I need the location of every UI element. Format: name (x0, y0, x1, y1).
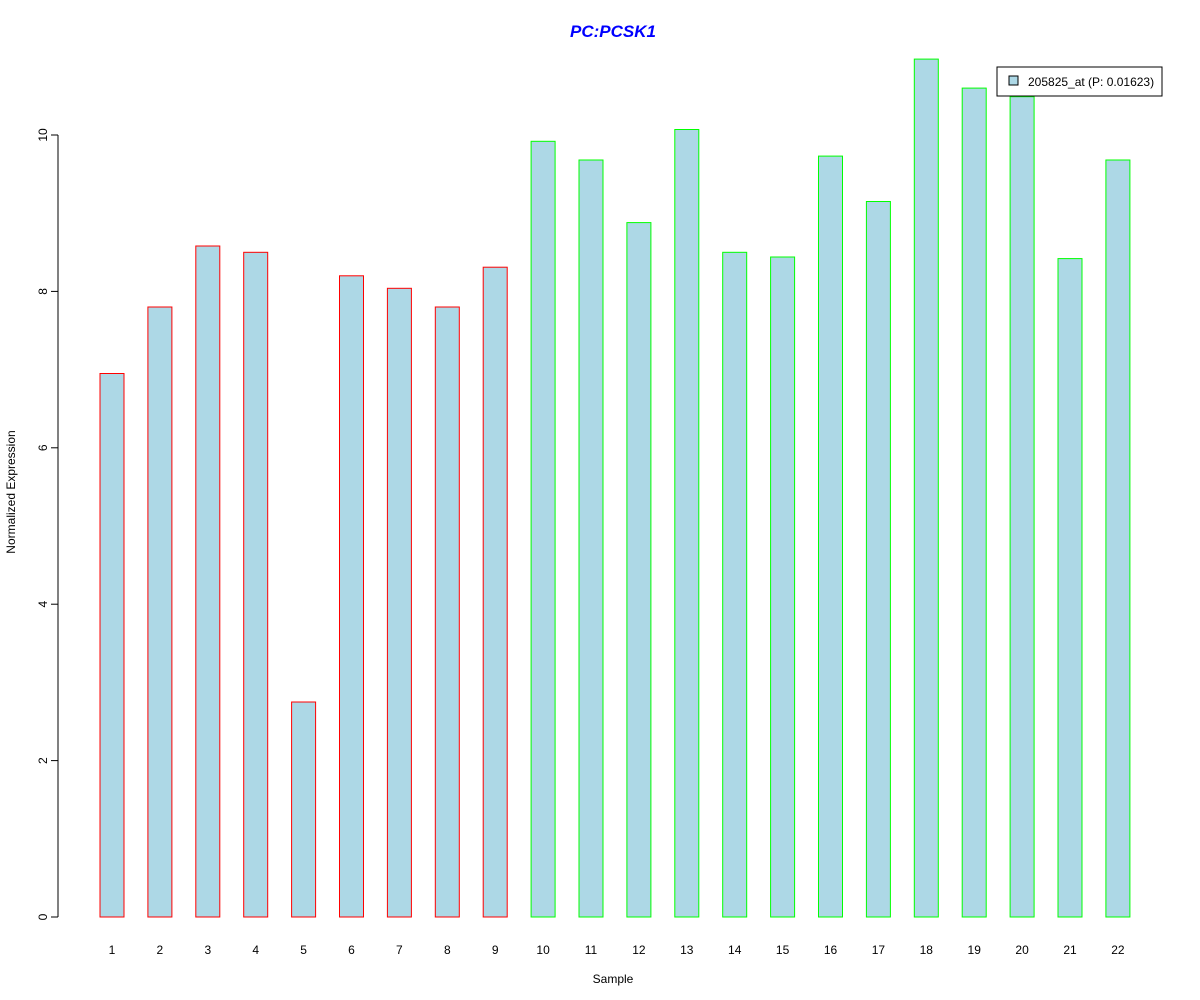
bar-sample-15 (770, 256, 796, 918)
bar-sample-4 (243, 251, 269, 918)
bar-sample-6 (339, 275, 364, 918)
legend-swatch (1008, 75, 1019, 86)
x-tick-label: 22 (1111, 943, 1125, 957)
bar-sample-14 (722, 251, 748, 918)
x-tick-label: 12 (632, 943, 646, 957)
x-tick-label: 16 (824, 943, 838, 957)
bar-sample-9 (482, 266, 508, 918)
bar-sample-20 (1009, 96, 1035, 918)
x-tick-label: 1 (109, 943, 116, 957)
chart-title: PC:PCSK1 (570, 22, 656, 41)
bar-sample-8 (434, 306, 460, 918)
y-tick-label: 2 (36, 757, 50, 764)
y-axis-label: Normalized Expression (4, 430, 18, 553)
bar-sample-13 (674, 129, 700, 918)
bar-sample-10 (530, 140, 556, 918)
bar-sample-2 (147, 306, 173, 918)
x-tick-label: 7 (396, 943, 403, 957)
bar-sample-21 (1057, 258, 1083, 918)
x-tick-label: 9 (492, 943, 499, 957)
bar-sample-19 (961, 87, 987, 918)
y-tick-label: 6 (36, 444, 50, 451)
bar-sample-3 (195, 245, 221, 918)
x-tick-label: 15 (776, 943, 790, 957)
bar-sample-1 (99, 373, 125, 918)
bar-sample-17 (865, 201, 891, 918)
x-tick-label: 5 (300, 943, 307, 957)
legend-entry-label: 205825_at (P: 0.01623) (1028, 75, 1154, 89)
x-tick-label: 18 (920, 943, 934, 957)
y-tick-label: 10 (36, 128, 50, 142)
x-tick-labels: 1 2 3 4 5 6 7 8 9 10 11 12 13 14 15 16 17 18 19 20 21 22 (109, 943, 1125, 957)
x-tick-label: 2 (157, 943, 164, 957)
bars-group (99, 58, 1131, 918)
x-tick-label: 20 (1015, 943, 1029, 957)
y-axis: 0 2 4 6 8 10 (36, 128, 59, 920)
x-tick-label: 19 (968, 943, 982, 957)
x-axis-label: Sample (593, 972, 634, 986)
legend: 205825_at (P: 0.01623) (996, 66, 1163, 97)
x-tick-label: 21 (1063, 943, 1077, 957)
x-tick-label: 13 (680, 943, 694, 957)
y-tick-label: 8 (36, 288, 50, 295)
y-tick-label: 0 (36, 913, 50, 920)
bar-sample-18 (913, 58, 939, 918)
bar-sample-5 (291, 701, 317, 918)
x-tick-label: 6 (348, 943, 355, 957)
x-tick-label: 10 (536, 943, 550, 957)
bar-sample-16 (818, 155, 843, 918)
y-tick-label: 4 (36, 601, 50, 608)
x-tick-label: 4 (252, 943, 259, 957)
x-tick-label: 17 (872, 943, 886, 957)
legend-box (996, 66, 1163, 97)
bar-sample-12 (626, 222, 652, 918)
x-tick-label: 14 (728, 943, 742, 957)
bar-sample-7 (386, 287, 412, 918)
x-tick-label: 3 (204, 943, 211, 957)
bar-sample-11 (578, 159, 604, 918)
x-tick-label: 8 (444, 943, 451, 957)
x-tick-label: 11 (585, 943, 598, 957)
bar-sample-22 (1105, 159, 1131, 918)
